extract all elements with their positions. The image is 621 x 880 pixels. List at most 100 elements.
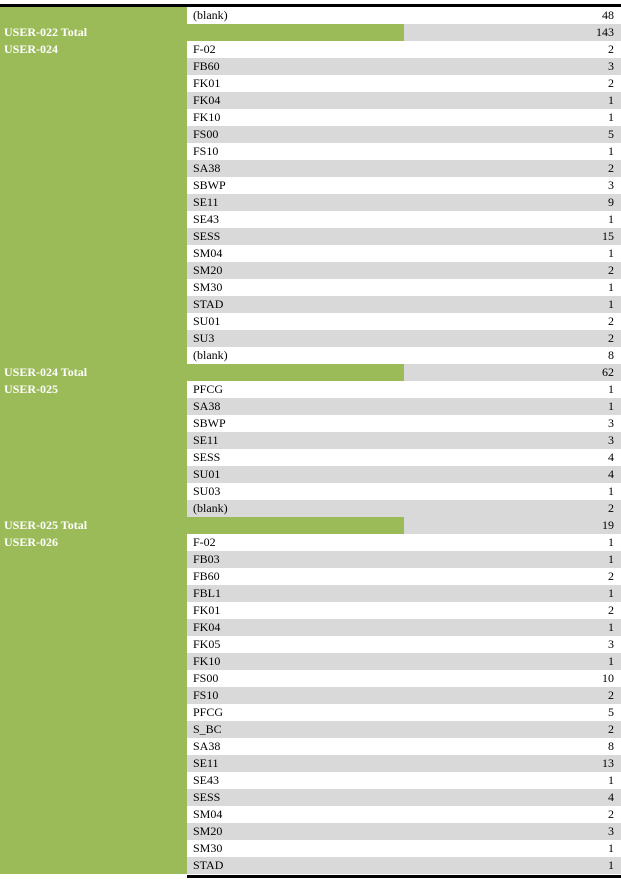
count-cell: 1 — [404, 398, 621, 415]
tcode-cell: SE43 — [193, 212, 220, 226]
tcode-cell: FK04 — [187, 92, 404, 109]
tcode-cell: (blank) — [187, 500, 404, 517]
user-cell — [0, 449, 187, 466]
user-cell: USER-024 — [0, 41, 187, 58]
user-cell — [0, 636, 187, 653]
count-cell: 2 — [404, 160, 621, 177]
tcode-cell: FK05 — [193, 637, 221, 651]
tcode-cell: FS10 — [193, 144, 219, 158]
table-row: FK04 1 — [0, 619, 621, 636]
user-total-label: USER-025 Total — [0, 517, 187, 534]
user-cell — [0, 483, 187, 500]
table-row: FK01 2 — [0, 75, 621, 92]
user-cell — [0, 806, 187, 823]
tcode-cell — [187, 517, 404, 534]
tcode-cell: PFCG — [193, 382, 224, 396]
tcode-cell: SU3 — [187, 330, 404, 347]
tcode-cell: FK04 — [187, 619, 404, 636]
count-cell: 1 — [608, 773, 614, 787]
user-cell — [0, 177, 187, 194]
tcode-cell: SE11 — [187, 432, 404, 449]
count-cell: 3 — [404, 432, 621, 449]
user-cell — [0, 500, 187, 517]
count-cell: 1 — [608, 484, 614, 498]
user-cell — [0, 432, 187, 449]
count-cell: 3 — [404, 58, 621, 75]
tcode-cell: SM20 — [187, 823, 404, 840]
tcode-cell: STAD — [187, 296, 404, 313]
count-cell: 2 — [404, 721, 621, 738]
user-cell — [0, 279, 187, 296]
user-total-label: USER-022 Total — [0, 24, 187, 41]
table-row: SA38 8 — [0, 738, 621, 755]
user-cell — [0, 857, 187, 874]
table-row: SU03 1 — [0, 483, 621, 500]
count-cell: 2 — [404, 262, 621, 279]
tcode-cell: SM04 — [193, 807, 223, 821]
user-cell — [0, 398, 187, 415]
tcode-cell: FK10 — [187, 653, 404, 670]
user-cell — [0, 585, 187, 602]
count-cell: 4 — [608, 450, 614, 464]
user-cell — [0, 840, 187, 857]
user-cell — [0, 126, 187, 143]
count-cell: 1 — [404, 296, 621, 313]
table-row: USER-026 F-02 1 — [0, 534, 621, 551]
count-cell: 15 — [404, 228, 621, 245]
table-row: FS10 2 — [0, 687, 621, 704]
table-row: FK01 2 — [0, 602, 621, 619]
user-cell — [0, 347, 187, 364]
tcode-cell: (blank) — [193, 8, 228, 22]
count-cell: 8 — [608, 739, 614, 753]
tcode-cell: FB60 — [187, 58, 404, 75]
count-cell: 1 — [608, 246, 614, 260]
user-cell: USER-025 — [0, 381, 187, 398]
count-cell: 19 — [404, 517, 621, 534]
count-cell: 2 — [608, 314, 614, 328]
count-cell: 1 — [404, 551, 621, 568]
user-cell — [0, 228, 187, 245]
user-cell — [0, 738, 187, 755]
table-row: (blank) 8 — [0, 347, 621, 364]
count-cell: 1 — [608, 382, 614, 396]
user-cell — [0, 789, 187, 806]
user-cell — [0, 7, 187, 24]
tcode-cell: SA38 — [187, 398, 404, 415]
user-cell — [0, 109, 187, 126]
table-row: SU01 4 — [0, 466, 621, 483]
tcode-cell: FK01 — [193, 76, 221, 90]
table-row: PFCG 5 — [0, 704, 621, 721]
tcode-cell: FK01 — [193, 603, 221, 617]
total-row: USER-024 Total 62 — [0, 364, 621, 381]
user-cell — [0, 160, 187, 177]
count-cell: 4 — [404, 466, 621, 483]
user-cell — [0, 755, 187, 772]
user-cell — [0, 92, 187, 109]
user-cell — [0, 568, 187, 585]
tcode-cell: FB60 — [193, 569, 220, 583]
table-row: SE11 13 — [0, 755, 621, 772]
tcode-cell: FBL1 — [187, 585, 404, 602]
table-row: SM04 2 — [0, 806, 621, 823]
user-cell — [0, 245, 187, 262]
tcode-cell: FS10 — [187, 687, 404, 704]
user-cell — [0, 58, 187, 75]
tcode-cell: SBWP — [193, 178, 226, 192]
top-border-line — [0, 4, 621, 7]
user-cell — [0, 211, 187, 228]
tcode-cell: SE11 — [187, 194, 404, 211]
table-row: FS00 10 — [0, 670, 621, 687]
table-row: USER-024 F-02 2 — [0, 41, 621, 58]
table-row: SM20 3 — [0, 823, 621, 840]
tcode-cell: SA38 — [193, 739, 221, 753]
table-row: FS00 5 — [0, 126, 621, 143]
table-row: SM30 1 — [0, 840, 621, 857]
user-cell — [0, 466, 187, 483]
tcode-cell: SBWP — [193, 416, 226, 430]
table-row: FK10 1 — [0, 109, 621, 126]
table-row: FB60 3 — [0, 58, 621, 75]
table-row: SM20 2 — [0, 262, 621, 279]
count-cell: 2 — [404, 330, 621, 347]
user-cell — [0, 296, 187, 313]
tcode-cell: SU01 — [187, 466, 404, 483]
